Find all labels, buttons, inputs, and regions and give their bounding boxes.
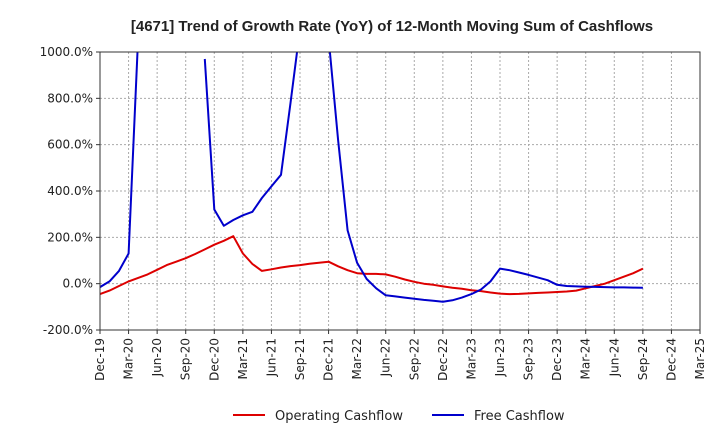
y-tick-label: 200.0% [47,230,93,244]
series-line-1 [100,52,139,288]
x-tick-label: Jun-22 [379,338,393,377]
x-tick-label: Mar-22 [350,338,364,379]
x-tick-label: Jun-24 [607,338,621,377]
x-tick-label: Dec-19 [93,338,107,381]
plot-area [100,52,644,303]
y-tick-label: 600.0% [47,138,93,152]
grid [99,51,701,331]
y-tick-label: 800.0% [47,91,93,105]
y-axis: -200.0% 0.0% 200.0% 400.0% 600.0% 800.0% 1000.… [40,45,100,337]
plot-frame [99,51,701,331]
x-tick-label: Mar-23 [464,338,478,379]
x-tick-label: Sep-21 [293,338,307,380]
legend-label-0: Operating Cashflow [275,409,403,424]
x-tick-label: Jun-21 [264,338,278,377]
series-line-1 [203,52,299,227]
x-tick-label: Mar-24 [579,338,593,379]
y-tick-label: 400.0% [47,184,93,198]
y-tick-label: 1000.0% [40,45,93,59]
legend: Operating Cashflow Free Cashflow [233,409,565,424]
y-tick-label: 0.0% [63,277,94,291]
x-tick-label: Mar-21 [236,338,250,379]
x-tick-label: Mar-20 [122,338,136,379]
series-line-0 [100,235,644,296]
chart-title: [4671] Trend of Growth Rate (YoY) of 12-… [131,18,653,35]
y-tick-label: -200.0% [43,323,93,337]
x-tick-label: Dec-20 [207,338,221,381]
x-tick-label: Dec-23 [550,338,564,381]
x-axis: Dec-19 Mar-20 Jun-20 Sep-20 Dec-20 Mar-21 Jun-… [93,330,707,381]
x-tick-label: Dec-21 [322,338,336,381]
x-tick-label: Dec-22 [436,338,450,381]
x-tick-label: Sep-23 [522,338,536,380]
x-tick-label: Jun-20 [150,338,164,377]
x-tick-label: Dec-24 [664,338,678,381]
series-line-1 [328,52,643,303]
x-tick-label: Sep-22 [407,338,421,380]
legend-label-1: Free Cashflow [474,409,565,424]
x-tick-label: Sep-20 [179,338,193,380]
x-tick-label: Jun-23 [493,338,507,377]
x-tick-label: Sep-24 [636,338,650,380]
x-tick-label: Mar-25 [693,338,707,379]
